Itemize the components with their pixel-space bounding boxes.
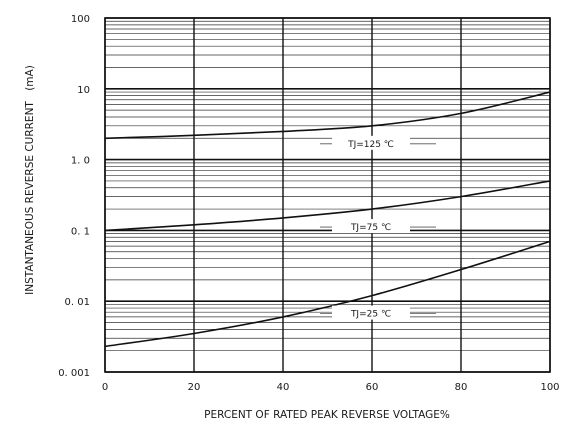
- curve-label-background: [332, 135, 410, 150]
- series-label: TJ=25 ℃: [350, 310, 391, 320]
- series-label: TJ=125 ℃: [347, 140, 394, 150]
- y-tick-label: 1. 0: [71, 156, 90, 167]
- y-tick-label: 0. 01: [65, 297, 90, 308]
- x-tick-label: 40: [277, 382, 290, 393]
- x-tick-label: 60: [366, 382, 379, 393]
- curve-label-background: [332, 305, 410, 320]
- curve-label-background: [332, 219, 410, 234]
- x-tick-label: 80: [455, 382, 468, 393]
- plot-frame: [104, 17, 551, 373]
- x-axis-label: PERCENT OF RATED PEAK REVERSE VOLTAGE%: [204, 409, 450, 421]
- x-tick-label: 100: [540, 382, 559, 393]
- grid-minor: [105, 20, 550, 352]
- x-tick-labels: 0 20 40 60 80 100: [102, 382, 560, 393]
- y-axis-label: INSTANTANEOUS REVERSE CURRENT: [24, 101, 36, 295]
- y-tick-label: 0. 001: [58, 368, 90, 379]
- series-label: TJ=75 ℃: [350, 223, 391, 233]
- series-curve: [104, 180, 551, 232]
- series-curve: [104, 240, 551, 348]
- y-tick-label: 100: [71, 14, 90, 25]
- series-curve: [104, 91, 551, 140]
- grid-major: [104, 17, 551, 373]
- x-tick-label: 20: [188, 382, 201, 393]
- curve-labels: TJ=125 ℃ TJ=75 ℃ TJ=25 ℃: [320, 135, 436, 320]
- y-tick-labels: 0. 001 0. 01 0. 1 1. 0 10 100: [58, 14, 90, 379]
- y-tick-label: 0. 1: [71, 226, 90, 237]
- grid: [104, 17, 551, 373]
- y-tick-label: 10: [77, 85, 90, 96]
- x-tick-label: 0: [102, 382, 108, 393]
- y-axis-unit: (mA): [24, 65, 36, 91]
- curves: [104, 91, 551, 348]
